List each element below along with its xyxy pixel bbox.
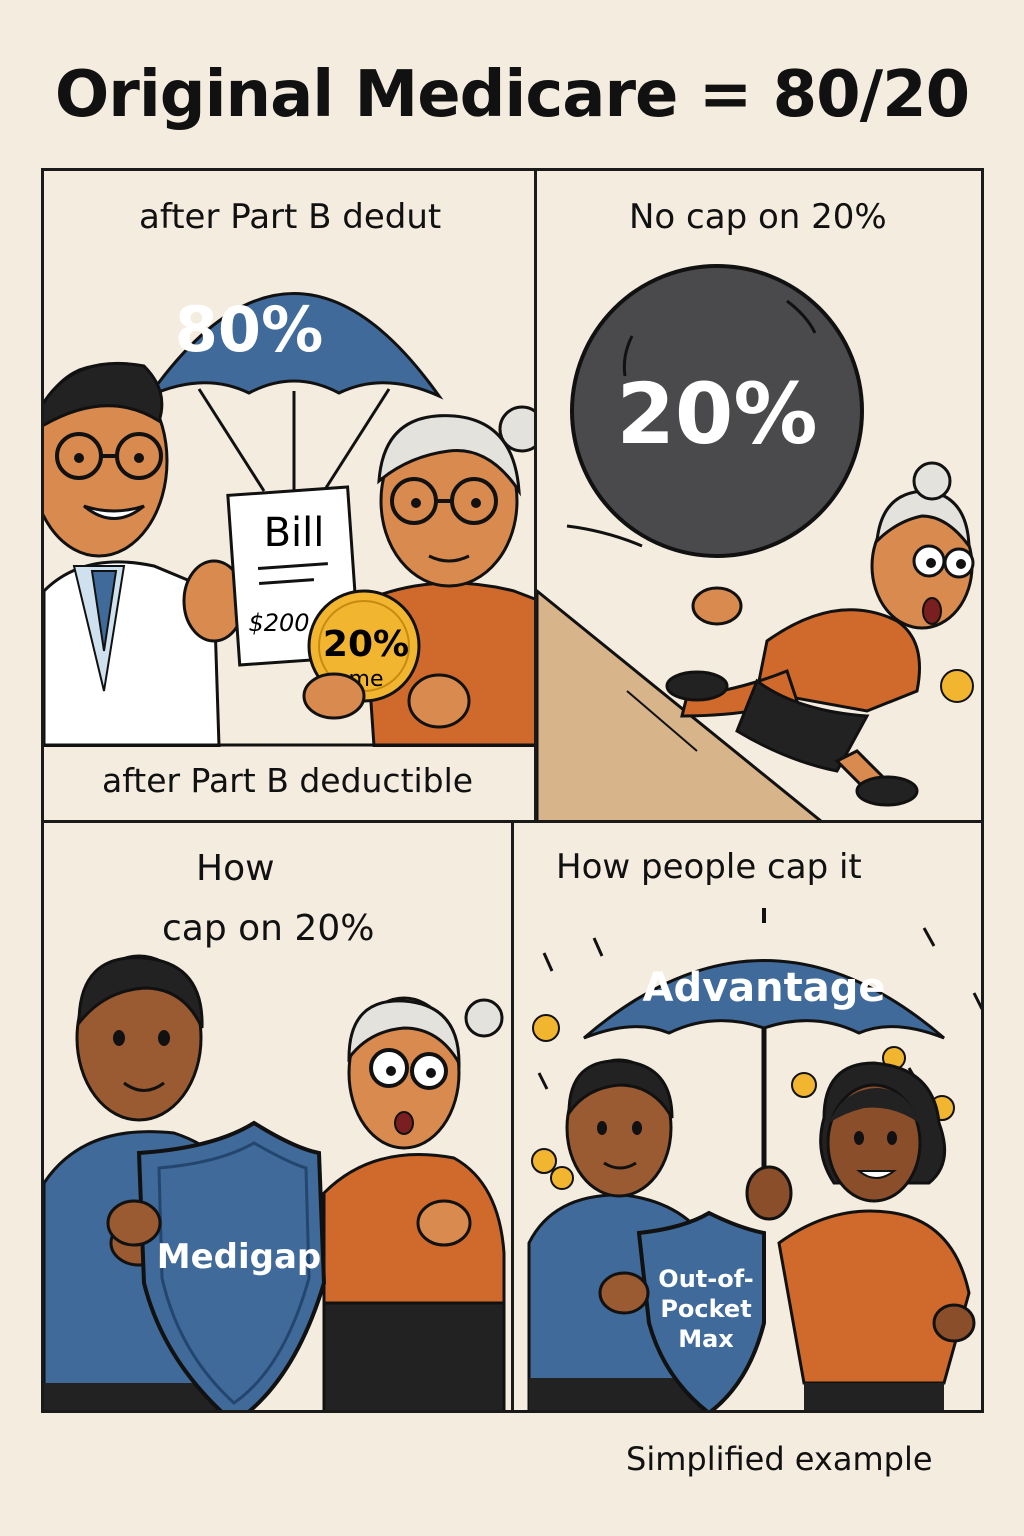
panel4-illustration bbox=[527, 908, 981, 1410]
panel2-top-text: No cap on 20% bbox=[629, 197, 887, 237]
page-title: Original Medicare = 80/20 bbox=[54, 58, 970, 132]
panel1-top-text: after Part B dedut bbox=[139, 197, 442, 237]
woman-figure bbox=[745, 1061, 976, 1410]
panel-how-people-cap: How people cap it Advantage Out-of- Pock… bbox=[511, 820, 984, 1413]
shield-icon bbox=[636, 1210, 766, 1410]
bill-title: Bill bbox=[264, 510, 325, 556]
older-woman-figure bbox=[322, 996, 506, 1410]
parachute-canopy bbox=[144, 292, 444, 400]
coin-percent: 20% bbox=[323, 624, 409, 665]
panel3-top-text-line2: cap on 20% bbox=[162, 908, 375, 949]
panel-no-cap: No cap on 20% 20% bbox=[534, 168, 984, 823]
panel3-top-text-line1: How bbox=[196, 848, 275, 889]
panel1-illustration: Bill $200 20% me bbox=[44, 292, 534, 820]
umbrella-canopy bbox=[583, 959, 945, 1040]
doctor-figure bbox=[44, 361, 246, 748]
coin-icon bbox=[940, 669, 974, 703]
panel1-bottom-text: after Part B deductible bbox=[102, 761, 474, 800]
ramp bbox=[537, 589, 822, 820]
panel4-top-text: How people cap it bbox=[556, 847, 862, 887]
panel2-illustration bbox=[537, 264, 975, 820]
panel-original-medicare: Bill $200 20% me after Part B dedut 80% … bbox=[41, 168, 537, 823]
bill-amount: $200 bbox=[248, 609, 309, 637]
panel-how-to-cap: How cap on 20% Medigap bbox=[41, 820, 514, 1413]
heavy-ball bbox=[570, 264, 864, 558]
rain-marks bbox=[537, 927, 981, 1090]
panel3-illustration bbox=[44, 954, 506, 1410]
running-woman-figure bbox=[665, 461, 975, 807]
footer-note: Simplified example bbox=[626, 1440, 933, 1478]
